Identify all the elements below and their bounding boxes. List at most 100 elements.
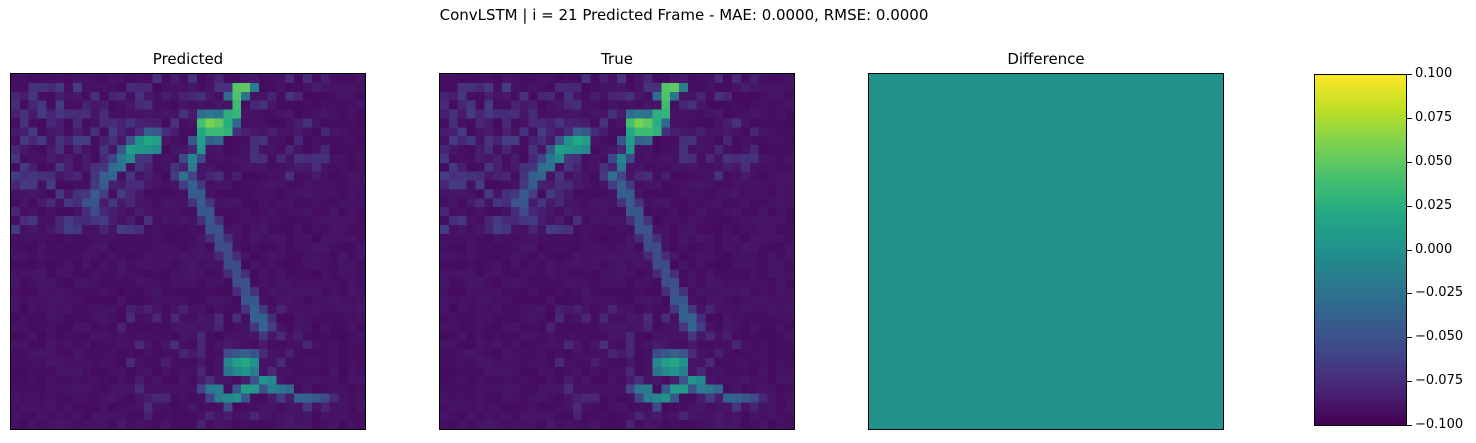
predicted-cell: [311, 322, 321, 332]
predicted-cell: [267, 278, 277, 288]
predicted-cell: [232, 375, 242, 385]
predicted-cell: [329, 100, 339, 110]
predicted-cell: [205, 366, 215, 376]
true-cell: [732, 242, 742, 252]
predicted-cell: [81, 189, 91, 199]
true-cell: [617, 402, 627, 412]
predicted-cell: [28, 82, 38, 92]
predicted-cell: [311, 278, 321, 288]
predicted-cell: [55, 224, 65, 234]
predicted-cell: [19, 224, 29, 234]
predicted-cell: [303, 207, 313, 217]
predicted-cell: [117, 251, 127, 261]
true-cell: [661, 82, 671, 92]
true-cell: [493, 233, 503, 243]
true-cell: [448, 402, 458, 412]
true-cell: [493, 402, 503, 412]
predicted-cell: [223, 162, 233, 172]
true-cell: [510, 189, 520, 199]
true-cell: [723, 411, 733, 421]
true-cell: [493, 171, 503, 181]
true-cell: [581, 260, 591, 270]
true-cell: [617, 198, 627, 208]
true-cell: [572, 180, 582, 190]
true-cell: [643, 287, 653, 297]
predicted-cell: [294, 402, 304, 412]
predicted-cell: [81, 180, 91, 190]
true-cell: [758, 358, 768, 368]
true-cell: [440, 322, 450, 332]
predicted-cell: [117, 145, 127, 155]
true-cell: [555, 331, 565, 341]
predicted-cell: [19, 74, 29, 84]
predicted-cell: [329, 304, 339, 314]
true-cell: [625, 207, 635, 217]
predicted-cell: [276, 242, 286, 252]
true-cell: [555, 118, 565, 128]
true-cell: [714, 411, 724, 421]
true-cell: [590, 358, 600, 368]
colorbar-tick-mark: [1407, 118, 1412, 119]
predicted-cell: [152, 278, 162, 288]
true-cell: [572, 384, 582, 394]
true-cell: [475, 109, 485, 119]
true-cell: [519, 171, 529, 181]
predicted-cell: [267, 136, 277, 146]
predicted-cell: [338, 393, 348, 403]
predicted-cell: [108, 109, 118, 119]
true-cell: [652, 242, 662, 252]
true-cell: [785, 100, 794, 110]
predicted-cell: [117, 171, 127, 181]
true-cell: [466, 269, 476, 279]
true-cell: [767, 171, 777, 181]
predicted-cell: [232, 91, 242, 101]
predicted-cell: [117, 242, 127, 252]
predicted-cell: [303, 349, 313, 359]
predicted-cell: [285, 91, 295, 101]
true-cell: [546, 153, 556, 163]
predicted-cell: [249, 322, 259, 332]
predicted-cell: [320, 420, 330, 429]
predicted-cell: [55, 109, 65, 119]
true-cell: [590, 251, 600, 261]
predicted-cell: [276, 402, 286, 412]
true-cell: [555, 287, 565, 297]
predicted-cell: [232, 189, 242, 199]
predicted-cell: [46, 411, 56, 421]
true-cell: [546, 100, 556, 110]
predicted-cell: [285, 304, 295, 314]
predicted-cell: [188, 127, 198, 137]
predicted-cell: [311, 171, 321, 181]
true-cell: [634, 109, 644, 119]
predicted-cell: [55, 216, 65, 226]
predicted-cell: [11, 242, 21, 252]
true-cell: [785, 340, 794, 350]
predicted-cell: [329, 91, 339, 101]
true-cell: [537, 260, 547, 270]
predicted-cell: [320, 278, 330, 288]
predicted-cell: [232, 233, 242, 243]
predicted-cell: [134, 251, 144, 261]
true-cell: [758, 171, 768, 181]
true-cell: [785, 349, 794, 359]
predicted-cell: [134, 136, 144, 146]
true-cell: [678, 260, 688, 270]
predicted-cell: [72, 358, 82, 368]
true-cell: [670, 171, 680, 181]
predicted-cell: [152, 269, 162, 279]
true-cell: [493, 189, 503, 199]
predicted-cell: [90, 384, 100, 394]
true-cell: [634, 189, 644, 199]
true-cell: [714, 127, 724, 137]
predicted-cell: [170, 233, 180, 243]
predicted-cell: [214, 224, 224, 234]
predicted-cell: [214, 74, 224, 84]
true-cell: [705, 331, 715, 341]
true-cell: [776, 251, 786, 261]
predicted-cell: [81, 242, 91, 252]
true-cell: [634, 153, 644, 163]
predicted-cell: [311, 393, 321, 403]
predicted-cell: [55, 358, 65, 368]
predicted-cell: [64, 313, 74, 323]
true-cell: [625, 118, 635, 128]
